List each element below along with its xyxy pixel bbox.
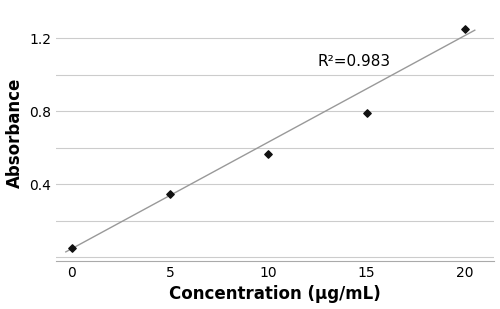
Point: [166, 191, 174, 196]
Point: [68, 246, 76, 251]
Text: R²=0.983: R²=0.983: [318, 54, 390, 69]
Point: [461, 27, 469, 32]
X-axis label: Concentration (μg/mL): Concentration (μg/mL): [170, 286, 381, 303]
Point: [264, 152, 272, 157]
Y-axis label: Absorbance: Absorbance: [6, 78, 24, 188]
Point: [362, 111, 370, 116]
